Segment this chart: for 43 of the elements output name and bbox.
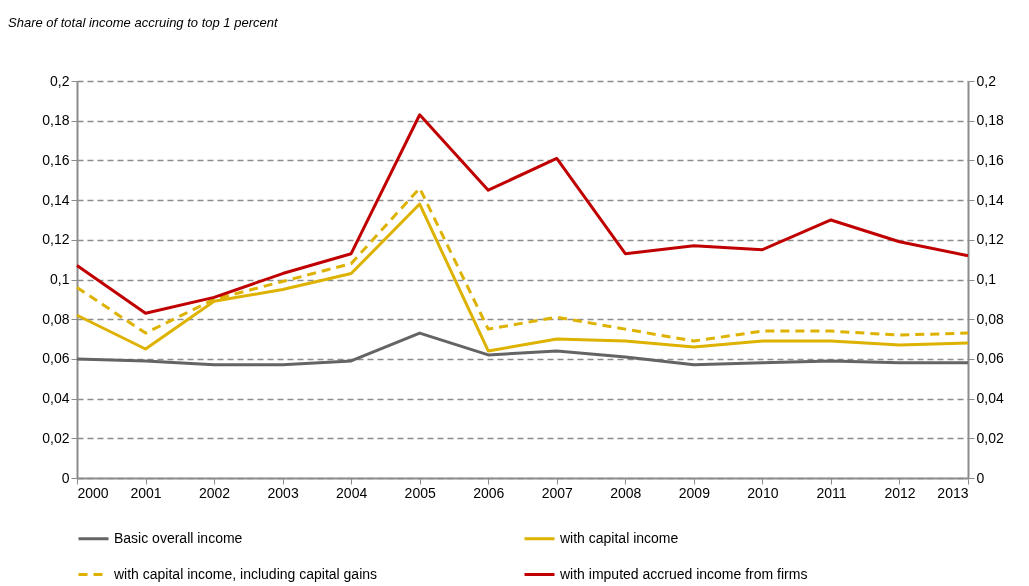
y2-tick-label: 0,2 (976, 72, 997, 89)
y2-tick-label: 0,12 (976, 231, 1004, 248)
x-tick-label: 2011 (816, 484, 847, 501)
y2-tick-label: 0,18 (976, 112, 1004, 129)
y-tick-label: 0,04 (42, 390, 70, 407)
legend-label: Basic overall income (114, 529, 243, 546)
x-tick-label: 2001 (130, 484, 162, 501)
x-tick-label: 2008 (610, 484, 642, 501)
line-series (75, 113, 970, 315)
y-tick-label: 0,18 (42, 112, 70, 129)
y-tick-label: 0,08 (42, 310, 70, 327)
x-tick-label: 2003 (267, 484, 299, 501)
x-tick-label: 2006 (473, 484, 505, 501)
y2-tick-label: 0,1 (976, 271, 997, 287)
x-tick-label: 2004 (336, 484, 368, 501)
y2-tick-label: 0,02 (976, 429, 1004, 446)
line-series (75, 331, 970, 367)
x-tick-label: 2012 (884, 484, 916, 501)
legend-label: with capital income, including capital gains (113, 565, 378, 582)
y2-tick-label: 0,04 (976, 390, 1004, 407)
x-tick-label: 2000 (77, 484, 109, 501)
y-tick-label: 0,06 (42, 350, 70, 367)
y-tick-label: 0,12 (42, 231, 70, 248)
chart-title: Share of total income accruing to top 1 percent (8, 15, 279, 30)
y-tick-label: 0,1 (50, 271, 70, 287)
x-tick-label: 2005 (404, 484, 436, 501)
y-tick-label: 0,16 (42, 151, 70, 168)
y-tick-label: 0,14 (42, 191, 70, 208)
x-tick-label: 2002 (199, 484, 231, 501)
y-tick-label: 0 (61, 469, 70, 486)
x-tick-label: 2010 (747, 484, 779, 501)
y2-tick-label: 0,16 (976, 151, 1004, 168)
y2-tick-label: 0 (976, 469, 985, 486)
y2-tick-label: 0,06 (976, 350, 1004, 367)
legend-label: with capital income (559, 529, 679, 546)
y2-tick-label: 0,14 (976, 191, 1004, 208)
x-tick-label: 2007 (541, 484, 574, 501)
y2-tick-label: 0,08 (976, 310, 1004, 327)
y-tick-label: 0,2 (50, 72, 70, 89)
y-tick-label: 0,02 (42, 429, 70, 446)
x-tick-label: 2013 (937, 484, 969, 501)
x-tick-label: 2009 (678, 484, 711, 501)
legend-label: with imputed accrued income from firms (559, 565, 808, 582)
